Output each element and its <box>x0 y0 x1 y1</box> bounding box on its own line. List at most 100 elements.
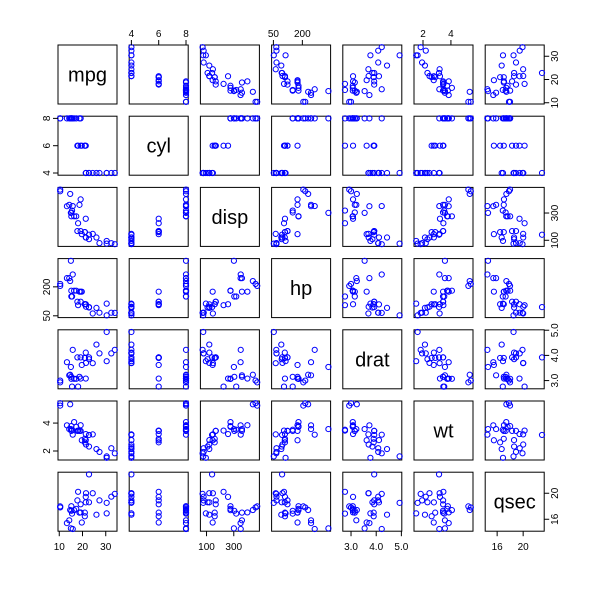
point-qsec-vs-mpg-30 <box>67 525 74 532</box>
point-qsec-vs-hp-7 <box>272 490 279 497</box>
point-hp-vs-qsec-20 <box>520 303 527 310</box>
point-drat-vs-wt-30 <box>441 363 449 371</box>
tick-label-bottom-disp-1: 300 <box>225 542 242 553</box>
point-qsec-vs-disp-1 <box>211 509 218 516</box>
point-wt-vs-qsec-10 <box>512 427 520 434</box>
point-disp-vs-hp-22 <box>289 209 296 216</box>
point-qsec-vs-disp-7 <box>209 490 216 497</box>
point-mpg-vs-hp-13 <box>295 87 302 94</box>
point-hp-vs-drat-7 <box>365 310 372 317</box>
point-drat-vs-disp-30 <box>230 363 238 371</box>
point-wt-vs-mpg-19 <box>111 450 118 457</box>
panel-qsec-wt <box>413 471 474 532</box>
point-cyl-vs-qsec-8 <box>538 169 546 177</box>
panel-cyl-cyl <box>128 115 189 176</box>
point-drat-vs-mpg-31 <box>82 349 89 356</box>
point-drat-vs-cyl-29 <box>155 361 162 369</box>
point-mpg-vs-drat-5 <box>341 80 349 88</box>
point-drat-vs-cyl-22 <box>182 373 190 380</box>
point-mpg-vs-drat-3 <box>349 73 357 80</box>
point-mpg-vs-cyl-30 <box>182 88 190 95</box>
tick-label-right-drat-0: 3.0 <box>550 373 561 387</box>
point-disp-vs-wt-27 <box>413 237 420 245</box>
point-qsec-vs-wt-23 <box>445 520 452 527</box>
point-hp-vs-qsec-7 <box>520 310 527 317</box>
point-wt-vs-disp-30 <box>230 425 238 433</box>
point-qsec-vs-cyl-20 <box>128 490 135 497</box>
point-hp-vs-qsec-30 <box>484 257 492 264</box>
tick-label-right-disp-1: 300 <box>550 204 561 221</box>
point-qsec-vs-mpg-22 <box>68 507 75 514</box>
point-hp-vs-drat-30 <box>361 257 368 264</box>
panel-mpg-disp <box>199 44 260 105</box>
panel-wt-drat <box>342 400 403 461</box>
point-mpg-vs-hp-10 <box>284 81 291 88</box>
point-wt-vs-qsec-30 <box>484 425 492 433</box>
point-hp-vs-mpg-27 <box>103 300 110 307</box>
point-disp-vs-wt-29 <box>430 231 437 238</box>
point-wt-vs-drat-7 <box>365 431 372 438</box>
point-qsec-vs-wt-27 <box>413 510 420 517</box>
point-wt-vs-mpg-25 <box>96 448 103 456</box>
point-hp-vs-wt-15 <box>467 280 474 288</box>
point-qsec-vs-hp-19 <box>273 490 280 497</box>
point-qsec-vs-disp-10 <box>212 497 219 504</box>
point-mpg-vs-qsec-7 <box>520 66 527 73</box>
point-wt-vs-drat-30 <box>361 425 368 433</box>
panel-qsec-disp <box>199 471 260 532</box>
point-drat-vs-qsec-20 <box>520 359 527 367</box>
point-disp-vs-qsec-22 <box>502 209 509 216</box>
panel-cyl-disp <box>199 115 260 176</box>
point-disp-vs-wt-28 <box>436 202 443 210</box>
point-cyl-vs-wt-27 <box>413 169 420 177</box>
point-wt-vs-qsec-27 <box>499 454 507 461</box>
point-drat-vs-qsec-8 <box>538 354 546 361</box>
point-disp-vs-cyl-13 <box>182 213 190 220</box>
point-hp-vs-disp-29 <box>209 288 216 295</box>
point-mpg-vs-wt-24 <box>445 78 452 85</box>
point-disp-vs-hp-5 <box>280 220 288 227</box>
point-drat-vs-disp-27 <box>202 358 209 365</box>
point-disp-vs-drat-6 <box>353 201 360 208</box>
point-cyl-vs-qsec-30 <box>484 115 492 122</box>
point-wt-vs-qsec-26 <box>498 445 505 453</box>
point-drat-vs-cyl-21 <box>182 383 190 390</box>
point-qsec-vs-hp-27 <box>282 510 289 517</box>
point-wt-vs-drat-19 <box>378 450 385 457</box>
point-wt-vs-cyl-30 <box>182 425 190 433</box>
point-disp-vs-qsec-18 <box>510 240 517 247</box>
point-disp-vs-drat-10 <box>371 227 378 235</box>
point-mpg-vs-qsec-21 <box>499 86 506 94</box>
point-hp-vs-mpg-28 <box>69 271 76 278</box>
tick-label-right-qsec-0: 16 <box>550 513 561 525</box>
point-mpg-vs-qsec-19 <box>519 44 526 51</box>
panel-hp-disp <box>199 258 260 319</box>
point-hp-vs-qsec-19 <box>519 309 526 317</box>
point-wt-vs-drat-24 <box>349 422 357 429</box>
point-cyl-vs-hp-28 <box>311 115 318 122</box>
point-mpg-vs-wt-14 <box>465 98 472 105</box>
panel-disp-drat <box>342 186 403 247</box>
point-disp-vs-drat-5 <box>341 220 349 227</box>
point-qsec-vs-wt-20 <box>426 490 433 497</box>
point-wt-vs-disp-29 <box>209 437 216 444</box>
point-drat-vs-disp-23 <box>237 359 244 366</box>
point-mpg-vs-drat-24 <box>349 78 357 85</box>
point-hp-vs-drat-15 <box>347 280 355 288</box>
point-disp-vs-mpg-9 <box>77 227 84 235</box>
point-wt-vs-mpg-24 <box>77 422 84 429</box>
point-hp-vs-cyl-5 <box>155 302 162 309</box>
point-cyl-vs-hp-23 <box>307 115 315 122</box>
point-cyl-vs-mpg-29 <box>78 142 85 149</box>
point-drat-vs-mpg-27 <box>103 358 110 365</box>
point-hp-vs-drat-28 <box>378 271 385 278</box>
point-wt-vs-mpg-3 <box>82 430 89 438</box>
point-wt-vs-hp-31 <box>281 437 288 444</box>
point-wt-vs-mpg-28 <box>69 431 76 438</box>
point-hp-vs-qsec-6 <box>493 275 500 282</box>
point-wt-vs-disp-4 <box>238 427 246 434</box>
point-qsec-vs-hp-6 <box>307 517 315 524</box>
point-wt-vs-cyl-16 <box>182 401 190 408</box>
point-hp-vs-mpg-7 <box>89 310 96 317</box>
point-cyl-vs-drat-3 <box>349 142 357 149</box>
